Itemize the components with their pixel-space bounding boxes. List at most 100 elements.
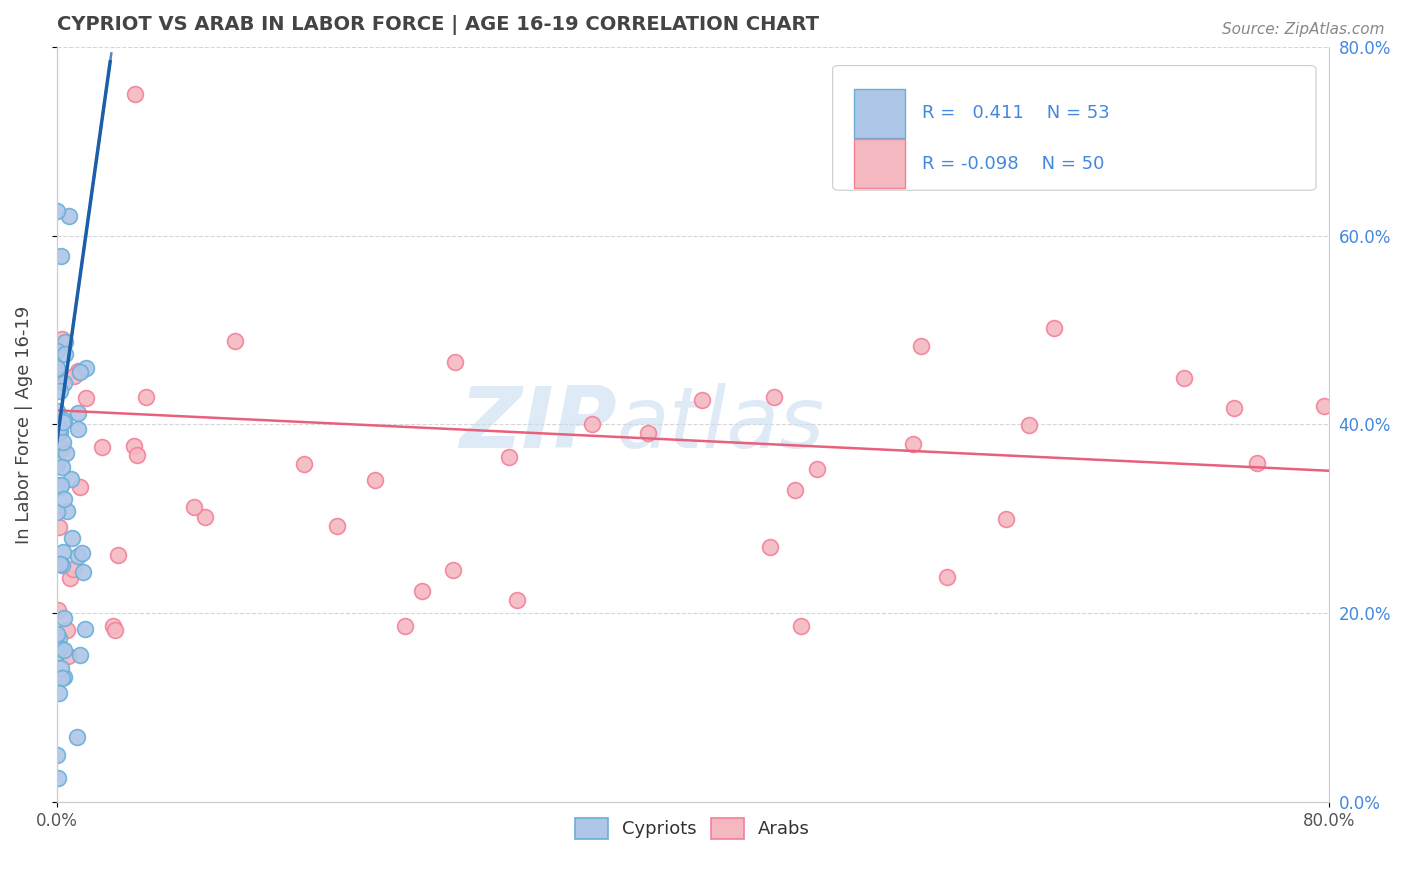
Point: [45, 361, 67, 376]
Point: [48, 520, 70, 534]
Point: [936, 569, 959, 583]
Point: [135, 390, 157, 404]
Point: [783, 483, 806, 497]
Point: [53, 346, 76, 360]
Point: [498, 450, 520, 464]
Point: [69, 365, 91, 379]
Point: [194, 510, 217, 524]
Point: [1173, 371, 1195, 385]
Point: [326, 519, 349, 533]
Point: [62, 369, 84, 384]
Point: [51, 459, 73, 474]
Point: [51, 558, 73, 572]
Point: [1313, 399, 1336, 413]
Point: [45, 366, 67, 380]
Point: [49, 558, 72, 572]
Point: [48, 631, 70, 645]
Point: [994, 512, 1017, 526]
Point: [51, 671, 73, 685]
Point: [45, 478, 67, 492]
Point: [125, 448, 148, 462]
Point: [1042, 321, 1064, 335]
Point: [46, 603, 69, 617]
Point: [49, 661, 72, 675]
Point: [49, 425, 72, 439]
Point: [806, 462, 828, 476]
Point: [48, 686, 70, 700]
Point: [53, 376, 76, 391]
Point: [53, 334, 76, 349]
Point: [67, 422, 90, 436]
Point: [45, 360, 67, 375]
Point: [66, 363, 89, 377]
Point: [48, 384, 70, 399]
Point: [49, 640, 72, 655]
Point: [762, 391, 785, 405]
Point: [53, 491, 76, 506]
Point: [411, 584, 433, 599]
Point: [52, 669, 75, 683]
Point: [45, 747, 67, 762]
Point: [66, 730, 89, 744]
Point: [70, 546, 93, 560]
Text: CYPRIOT VS ARAB IN LABOR FORCE | AGE 16-19 CORRELATION CHART: CYPRIOT VS ARAB IN LABOR FORCE | AGE 16-…: [56, 15, 818, 35]
Point: [104, 623, 127, 637]
Point: [53, 610, 76, 624]
Point: [1246, 456, 1268, 470]
Text: R =   0.411    N = 53: R = 0.411 N = 53: [922, 104, 1109, 122]
Point: [56, 504, 79, 518]
Point: [62, 561, 84, 575]
Point: [1018, 418, 1040, 433]
Point: [903, 437, 925, 451]
Point: [72, 565, 94, 579]
Text: R = -0.098    N = 50: R = -0.098 N = 50: [922, 155, 1104, 173]
Text: ZIP: ZIP: [458, 383, 616, 466]
Point: [69, 648, 91, 662]
Point: [51, 442, 73, 456]
Point: [101, 619, 124, 633]
Point: [75, 361, 97, 376]
Point: [52, 434, 75, 449]
Point: [790, 618, 813, 632]
Point: [60, 532, 83, 546]
Point: [637, 425, 659, 440]
Text: atlas: atlas: [616, 383, 824, 466]
Point: [46, 771, 69, 785]
FancyBboxPatch shape: [855, 88, 905, 137]
Point: [45, 647, 67, 661]
Point: [53, 413, 76, 427]
Point: [52, 416, 75, 430]
Legend: Cypriots, Arabs: Cypriots, Arabs: [568, 811, 817, 847]
FancyBboxPatch shape: [855, 139, 905, 188]
Point: [53, 643, 76, 657]
Point: [45, 627, 67, 641]
Point: [69, 479, 91, 493]
Point: [45, 505, 67, 519]
Point: [59, 571, 82, 585]
Point: [55, 446, 77, 460]
Point: [49, 478, 72, 492]
Point: [60, 472, 83, 486]
Point: [45, 404, 67, 418]
Y-axis label: In Labor Force | Age 16-19: In Labor Force | Age 16-19: [15, 305, 32, 543]
Point: [758, 541, 780, 555]
Point: [394, 618, 416, 632]
Point: [48, 421, 70, 435]
Point: [441, 563, 464, 577]
Point: [73, 622, 96, 636]
Point: [67, 406, 90, 420]
Point: [51, 545, 73, 559]
Point: [46, 344, 69, 359]
Point: [581, 417, 603, 431]
Point: [107, 549, 129, 563]
Point: [49, 480, 72, 494]
Point: [443, 355, 465, 369]
Point: [692, 393, 714, 408]
Point: [122, 439, 145, 453]
Point: [56, 648, 79, 663]
Text: Source: ZipAtlas.com: Source: ZipAtlas.com: [1222, 22, 1385, 37]
Point: [124, 87, 146, 101]
Point: [910, 338, 932, 352]
Point: [75, 391, 97, 405]
Point: [46, 203, 69, 218]
